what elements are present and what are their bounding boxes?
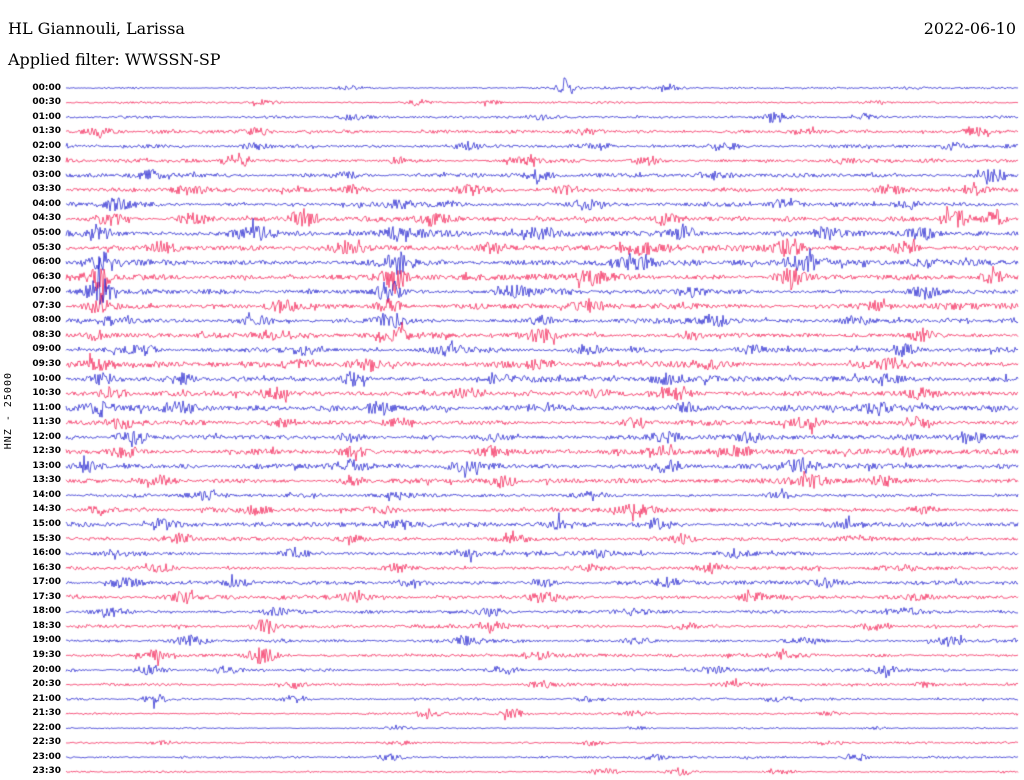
time-label: 12:00 [32, 431, 61, 442]
time-label: 22:30 [32, 737, 61, 748]
time-label: 02:30 [32, 155, 61, 166]
time-label: 20:00 [32, 664, 61, 675]
time-label: 19:30 [32, 649, 61, 660]
time-label: 18:30 [32, 620, 61, 631]
time-label: 04:00 [32, 198, 61, 209]
time-label: 06:00 [32, 257, 61, 268]
time-label: 13:00 [32, 460, 61, 471]
time-label: 15:30 [32, 533, 61, 544]
time-label: 22:00 [32, 722, 61, 733]
time-label: 08:00 [32, 315, 61, 326]
time-axis: 00:00 00:30 01:00 01:30 02:00 02:30 03:00 03:30… [0, 0, 63, 780]
time-label: 07:00 [32, 286, 61, 297]
time-label: 06:30 [32, 271, 61, 282]
time-label: 01:00 [32, 111, 61, 122]
time-label: 05:30 [32, 242, 61, 253]
time-label: 17:30 [32, 591, 61, 602]
time-label: 21:00 [32, 693, 61, 704]
time-label: 14:30 [32, 504, 61, 515]
time-label: 05:00 [32, 228, 61, 238]
time-label: 04:30 [32, 213, 61, 224]
time-label: 00:00 [32, 82, 61, 93]
time-label: 16:30 [32, 562, 61, 573]
time-label: 11:00 [32, 402, 61, 413]
time-label: 00:30 [32, 97, 61, 108]
time-label: 13:30 [32, 475, 61, 486]
time-label: 02:00 [32, 140, 61, 151]
time-label: 20:30 [32, 679, 61, 690]
time-label: 16:00 [32, 548, 61, 559]
station-title: HL Giannouli, Larissa [8, 19, 185, 38]
time-label: 17:00 [32, 577, 61, 588]
time-label: 23:30 [32, 766, 61, 777]
time-label: 03:00 [32, 169, 61, 180]
filter-label: Applied filter: WWSSN-SP [8, 50, 221, 69]
time-label: 07:30 [32, 300, 61, 311]
time-label: 12:30 [32, 446, 61, 457]
time-label: 18:00 [32, 606, 61, 617]
time-label: 10:30 [32, 388, 61, 399]
time-label: 09:00 [32, 344, 61, 355]
time-label: 03:30 [32, 184, 61, 195]
date-label: 2022-06-10 [923, 19, 1016, 38]
time-label: 09:30 [32, 358, 61, 369]
time-label: 01:30 [32, 126, 61, 137]
time-label: 23:00 [32, 751, 61, 762]
time-label: 14:00 [32, 489, 61, 500]
time-label: 21:30 [32, 708, 61, 719]
time-label: 11:30 [32, 417, 61, 428]
time-label: 15:00 [32, 519, 61, 529]
time-label: 08:30 [32, 329, 61, 340]
time-label: 19:00 [32, 635, 61, 646]
time-label: 10:00 [32, 373, 61, 384]
